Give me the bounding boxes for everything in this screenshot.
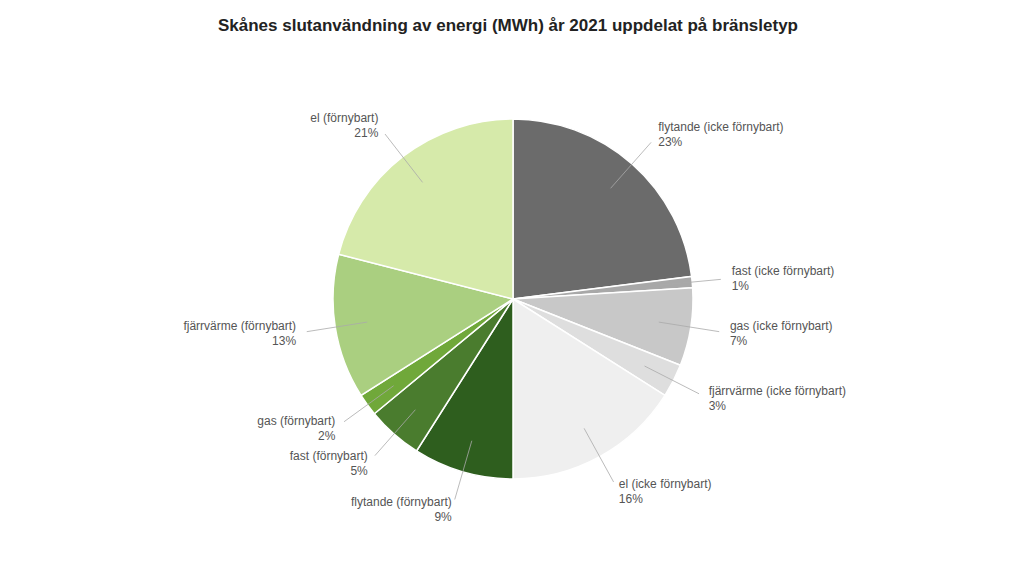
svg-text:fast (icke förnybart)1%: fast (icke förnybart)1% <box>732 264 835 293</box>
svg-text:fjärrvärme (icke förnybart)3%: fjärrvärme (icke förnybart)3% <box>709 384 846 413</box>
svg-text:fjärrvärme (förnybart)13%: fjärrvärme (förnybart)13% <box>183 319 296 348</box>
svg-text:el (förnybart)21%: el (förnybart)21% <box>310 111 378 140</box>
svg-text:fast (förnybart)5%: fast (förnybart)5% <box>290 449 368 478</box>
svg-text:el (icke förnybart)16%: el (icke förnybart)16% <box>619 477 712 506</box>
html-text:Skånes slutanvändning av energ: Skånes slutanvändning av energi (MWh) år… <box>218 16 798 35</box>
svg-text:flytande (icke förnybart)23%: flytande (icke förnybart)23% <box>658 120 783 149</box>
svg-text:flytande (förnybart)9%: flytande (förnybart)9% <box>351 495 452 524</box>
svg-text:gas (icke förnybart)7%: gas (icke förnybart)7% <box>730 319 833 348</box>
svg-text:gas (förnybart)2%: gas (förnybart)2% <box>257 414 335 443</box>
